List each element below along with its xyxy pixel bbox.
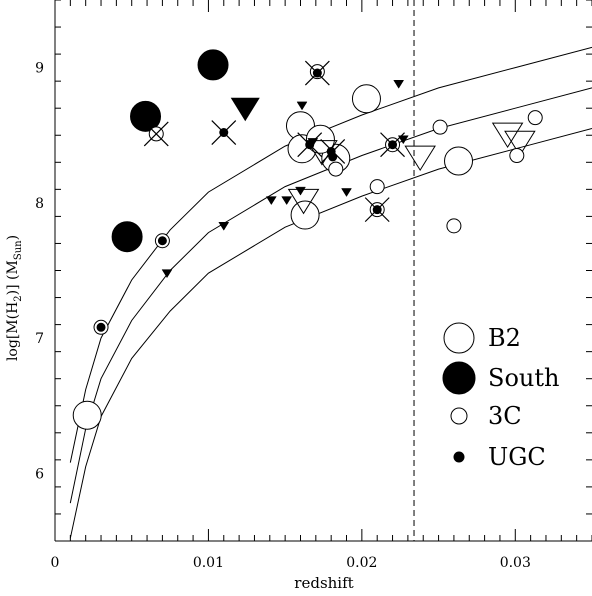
upper-limit-point <box>341 188 352 197</box>
b2-upper-limit <box>404 145 436 172</box>
cross-marker <box>297 132 323 158</box>
b2-upper-limit <box>491 122 524 149</box>
y-tick-label: 8 <box>35 196 44 212</box>
model-curve-2 <box>69 87 592 504</box>
y-tick-label: 9 <box>35 61 44 77</box>
ugc-point <box>328 152 338 162</box>
cross-marker <box>143 121 169 147</box>
cross-marker <box>211 120 237 145</box>
legend-label-b2: B2 <box>488 324 521 352</box>
model-curve-1 <box>69 46 592 463</box>
b2-point <box>72 400 102 430</box>
upper-limit-point <box>218 222 230 231</box>
upper-limit-point <box>265 196 277 206</box>
legend-south-symbol <box>442 361 476 395</box>
3c-point <box>369 179 385 195</box>
legend-label-south: South <box>488 364 559 392</box>
south-point <box>130 100 162 132</box>
3c-point <box>509 148 525 164</box>
y-tick-label: 7 <box>35 331 44 347</box>
cross-marker <box>364 197 390 223</box>
legend-ugc-symbol <box>453 451 465 463</box>
axes: 0 0.01 0.02 0.03 6 7 8 9 <box>35 0 592 571</box>
legend-label-3c: 3C <box>488 402 522 430</box>
upper-limit-point <box>296 101 308 111</box>
y-label-end: ) <box>5 235 21 240</box>
3c-point <box>446 218 462 234</box>
cross-marker <box>304 60 330 86</box>
upper-limit-point <box>281 196 293 206</box>
legend-b2-symbol <box>443 322 475 354</box>
y-label-unit-sub: Sun <box>13 240 24 260</box>
upper-limit-point <box>393 80 405 89</box>
ugc-point <box>96 322 106 332</box>
upper-limit-point <box>307 138 319 147</box>
y-tick-label: 6 <box>35 466 44 482</box>
y-label-mid: )] (M <box>5 260 21 295</box>
legend: B2 South 3C UGC <box>442 322 559 471</box>
legend-3c-symbol <box>450 407 468 425</box>
x-tick-label: 0.03 <box>500 555 531 571</box>
upper-limit-point <box>397 135 409 145</box>
x-axis-label: redshift <box>294 574 353 592</box>
y-label-main: log[M(H <box>5 302 21 361</box>
b2-point <box>351 84 381 114</box>
upper-limit-point <box>295 186 306 196</box>
south-point <box>197 49 229 81</box>
b2-upper-limit <box>504 130 536 157</box>
y-axis-label: log[M(H2)] (MSun) <box>5 235 24 361</box>
b2-point <box>444 146 474 176</box>
3c-point <box>527 110 543 126</box>
legend-label-ugc: UGC <box>488 443 546 471</box>
x-tick-label: 0.02 <box>346 555 377 571</box>
ugc-point <box>157 236 167 246</box>
3c-point <box>432 119 448 135</box>
b2-point <box>290 200 320 230</box>
x-tick-label: 0.01 <box>193 555 224 571</box>
legend-symbols <box>442 322 476 463</box>
south-point <box>111 221 143 253</box>
3c-point <box>328 161 344 177</box>
south-upper-limit <box>230 97 260 122</box>
x-tick-label: 0 <box>51 555 60 571</box>
upper-limit-point <box>161 269 173 279</box>
data-points <box>72 49 543 430</box>
y-label-sub: 2 <box>13 295 24 301</box>
cross-marker <box>320 139 346 164</box>
model-curves <box>69 0 592 541</box>
